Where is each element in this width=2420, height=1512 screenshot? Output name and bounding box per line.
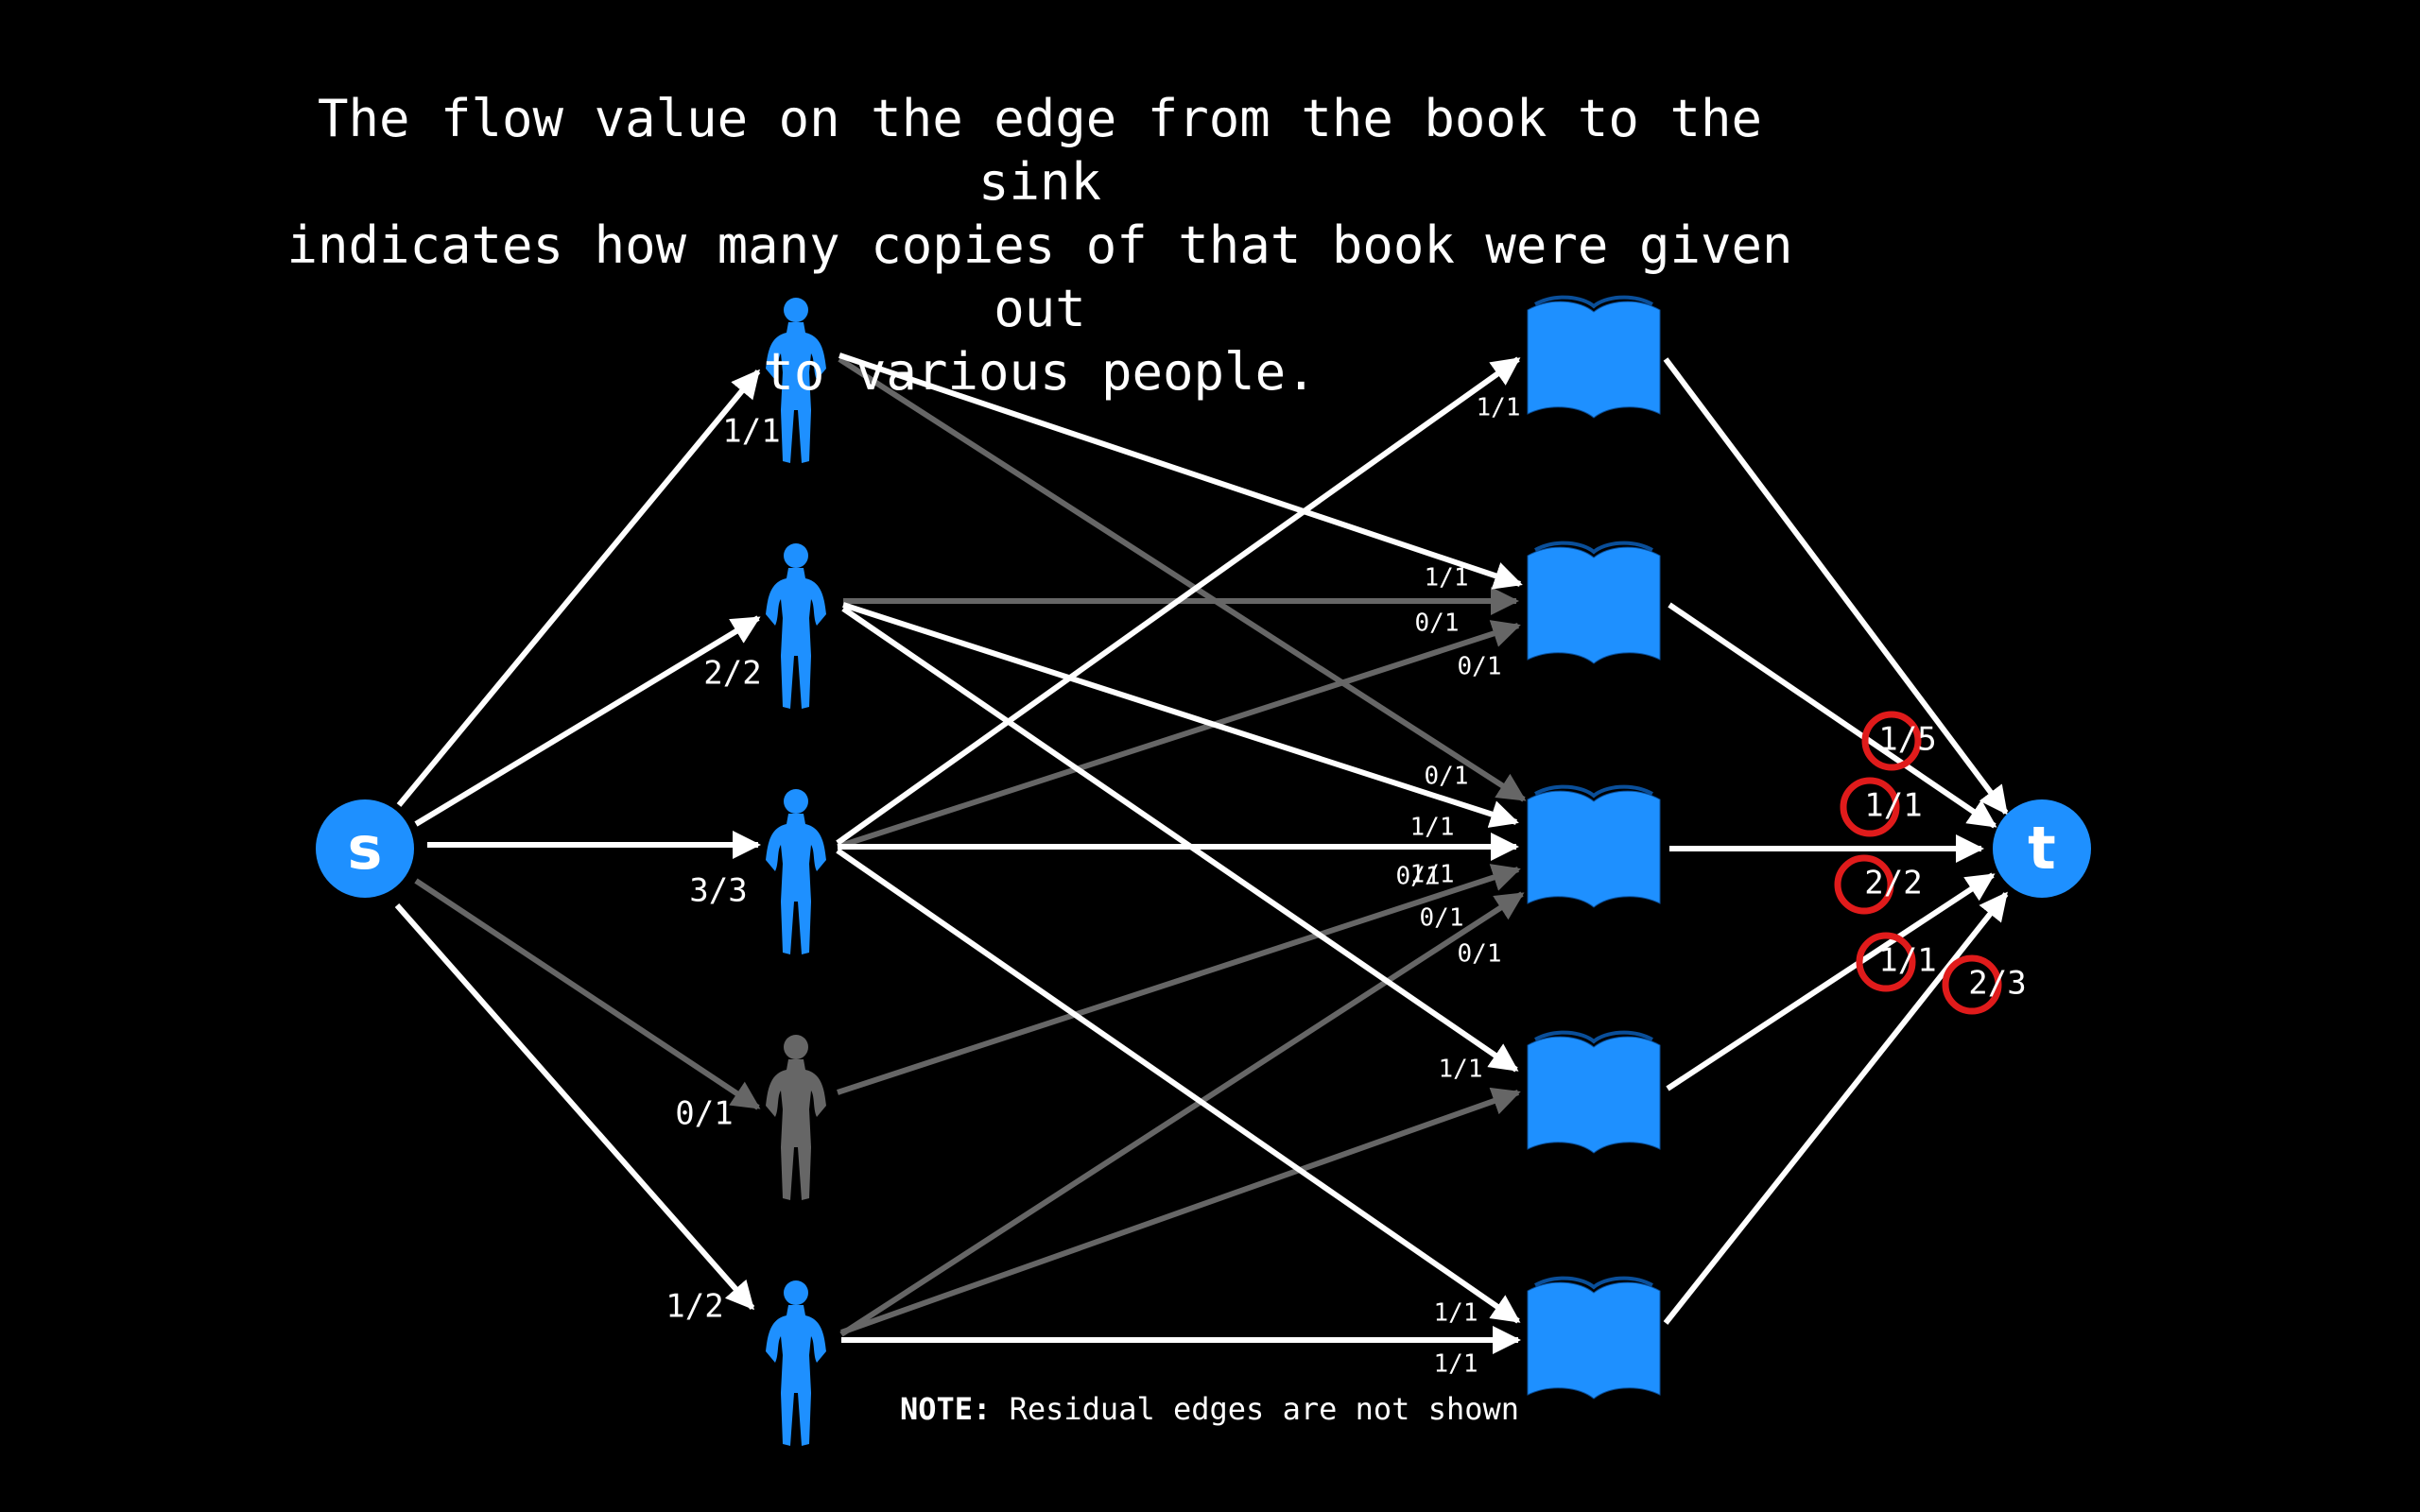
highlight-circle-b1 — [1861, 711, 1922, 771]
book-icon-b2 — [1526, 541, 1662, 665]
label-s-p1: 1/1 — [722, 413, 780, 451]
label-p4-b3: 0/1 — [1396, 863, 1441, 891]
person-icon-p2 — [766, 543, 826, 709]
edge-b1-t — [1663, 357, 2009, 816]
highlight-circle-b3 — [1834, 854, 1894, 915]
label-p5-b3: 0/1 — [1420, 904, 1464, 933]
label-s-p4: 0/1 — [675, 1095, 733, 1133]
label-b2-t: 1/1 — [1864, 787, 1922, 825]
edge-p1-b3 — [838, 356, 1527, 802]
label-b5-t: 2/3 — [1968, 965, 2026, 1003]
caption-line-2: indicates how many copies of that book w… — [286, 215, 1793, 338]
edge-s-p5 — [394, 903, 755, 1311]
sink-node — [1993, 799, 2091, 898]
person-icon-p4 — [766, 1035, 826, 1200]
caption-line-3: to various people. — [763, 342, 1317, 402]
book-icon-b5 — [1526, 1276, 1662, 1400]
edge-p5-b3 — [839, 891, 1525, 1337]
note-text: Residual edges are not shown — [1009, 1391, 1520, 1427]
edge-b2-t — [1668, 602, 1997, 829]
book-icon-b4 — [1526, 1030, 1662, 1155]
label-p1-b2: 1/1 — [1425, 564, 1469, 593]
label-s-p3: 3/3 — [689, 872, 747, 910]
label-p2-b2: 0/1 — [1415, 610, 1460, 638]
book-icon-b3 — [1526, 784, 1662, 909]
note-label: NOTE: — [900, 1391, 992, 1427]
highlight-circle-b5 — [1942, 954, 2002, 1015]
label-b1-t: 1/5 — [1878, 721, 1936, 759]
edge-p4-b3 — [837, 864, 1521, 1095]
edge-s-p2 — [414, 615, 761, 827]
label-p3-b1: 1/1 — [1477, 394, 1521, 422]
label-p5-b4: 0/1 — [1458, 940, 1502, 969]
label-p3-b2: 0/1 — [1458, 653, 1502, 681]
source-label: s — [348, 814, 383, 883]
source-node — [316, 799, 414, 898]
caption-line-1: The flow value on the edge from the book… — [317, 89, 1762, 212]
caption: The flow value on the edge from the book… — [284, 87, 1796, 404]
label-p3-b5: 1/1 — [1434, 1299, 1478, 1328]
edge-p1-b2 — [838, 352, 1523, 590]
label-p3-b3: 1/1 — [1410, 861, 1455, 889]
label-p2-b4: 1/1 — [1439, 1056, 1483, 1084]
label-b4-t: 1/1 — [1878, 942, 1936, 980]
edge-b4-t — [1666, 872, 1996, 1091]
label-b3-t: 2/2 — [1864, 865, 1922, 902]
edge-p3-b2 — [837, 620, 1521, 850]
highlight-circle-b2 — [1840, 777, 1900, 837]
note: NOTE: Residual edges are not shown — [900, 1391, 1519, 1427]
edge-p5-b4 — [839, 1087, 1521, 1335]
label-p5-b5: 1/1 — [1434, 1350, 1478, 1379]
label-s-p5: 1/2 — [666, 1288, 723, 1326]
label-s-p2: 2/2 — [703, 655, 761, 693]
edge-s-p1 — [396, 369, 761, 807]
edge-p2-b4 — [841, 606, 1519, 1073]
edge-b5-t — [1663, 891, 2009, 1325]
edge-p2-b3 — [842, 602, 1519, 828]
edge-s-p4 — [414, 878, 761, 1110]
sink-label: t — [2028, 814, 2056, 883]
edge-p3-b5 — [836, 848, 1521, 1324]
person-icon-p5 — [766, 1280, 826, 1446]
label-p1-b3: 0/1 — [1425, 763, 1469, 791]
highlight-circle-b4 — [1856, 932, 1916, 992]
edge-p3-b1 — [836, 356, 1521, 846]
label-p2-b3: 1/1 — [1410, 814, 1455, 842]
person-icon-p3 — [766, 789, 826, 954]
